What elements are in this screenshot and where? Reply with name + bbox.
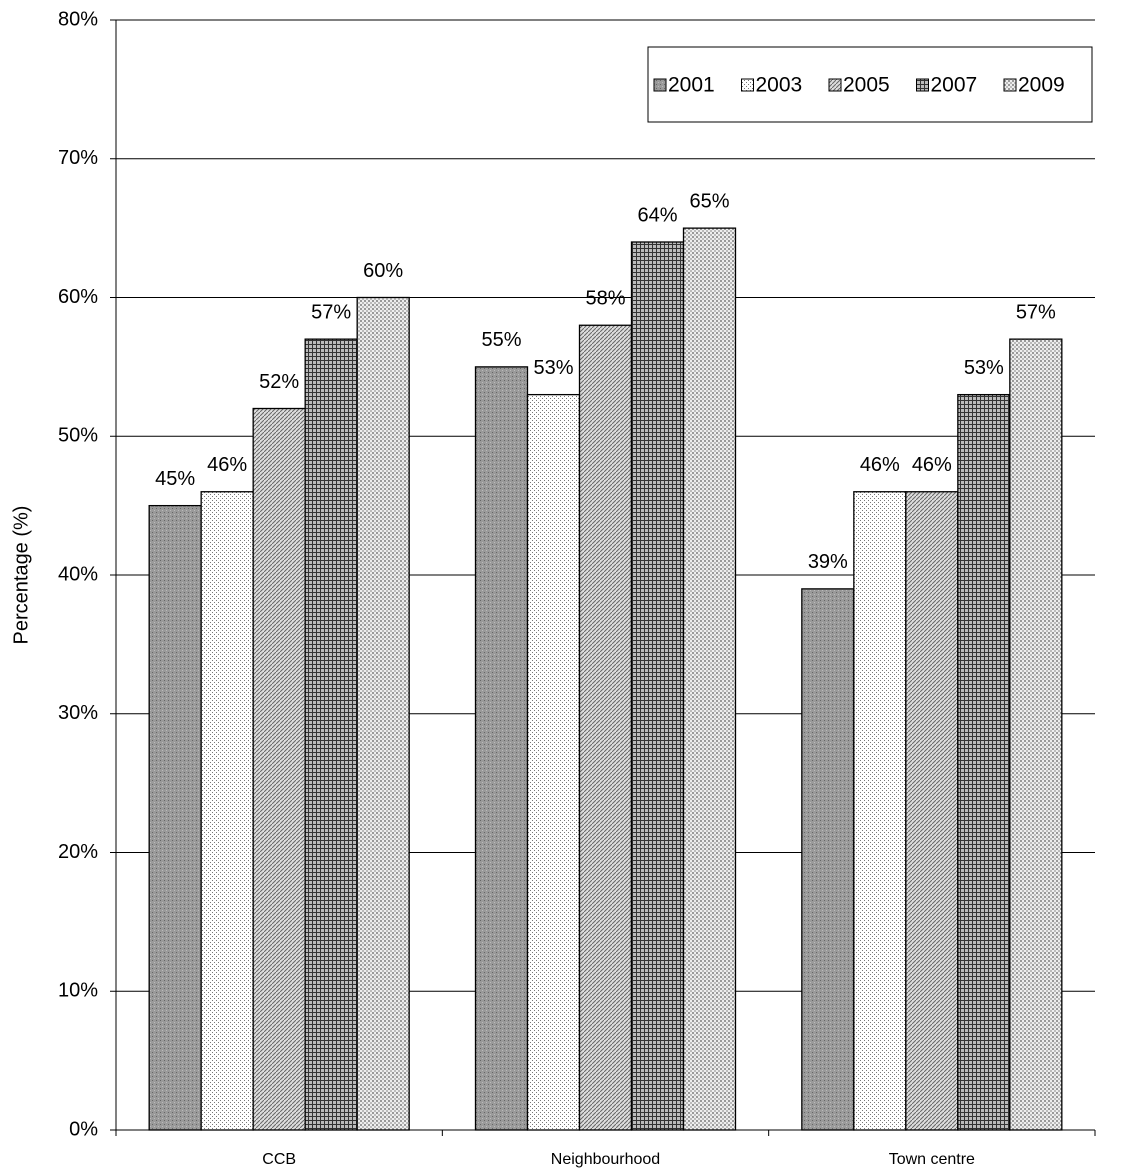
value-label: 46% bbox=[207, 454, 247, 476]
value-label: 64% bbox=[637, 204, 677, 226]
bar bbox=[356, 296, 410, 1131]
bar bbox=[148, 504, 202, 1131]
y-tick-label: 30% bbox=[58, 702, 98, 724]
value-label: 60% bbox=[363, 260, 403, 282]
value-label: 65% bbox=[689, 190, 729, 212]
value-label: 53% bbox=[533, 357, 573, 379]
x-tick-label: Town centre bbox=[889, 1151, 975, 1168]
y-tick-label: 60% bbox=[58, 286, 98, 308]
legend-swatch bbox=[1003, 78, 1017, 92]
bar bbox=[957, 393, 1011, 1131]
bar bbox=[578, 324, 633, 1131]
legend-swatch bbox=[916, 78, 929, 92]
bar bbox=[1009, 338, 1063, 1131]
bar bbox=[252, 407, 306, 1131]
y-tick-label: 50% bbox=[58, 425, 98, 447]
y-tick-label: 0% bbox=[69, 1118, 98, 1140]
y-tick-label: 10% bbox=[58, 980, 98, 1002]
bar bbox=[905, 491, 959, 1131]
bar bbox=[682, 227, 737, 1131]
y-axis-label: Percentage (%) bbox=[10, 506, 32, 645]
bar bbox=[474, 366, 529, 1131]
value-label: 46% bbox=[860, 454, 900, 476]
legend-label: 2003 bbox=[756, 74, 803, 97]
legend-box bbox=[647, 46, 1093, 123]
y-tick-label: 20% bbox=[58, 841, 98, 863]
legend-label: 2009 bbox=[1018, 74, 1065, 97]
legend-label: 2007 bbox=[931, 74, 978, 97]
value-label: 45% bbox=[155, 468, 195, 490]
y-tick-label: 40% bbox=[58, 563, 98, 585]
bar bbox=[526, 393, 581, 1131]
y-tick-label: 70% bbox=[58, 147, 98, 169]
value-label: 39% bbox=[808, 551, 848, 573]
value-label: 58% bbox=[585, 288, 625, 310]
bar bbox=[630, 241, 685, 1131]
legend-swatch bbox=[741, 78, 754, 92]
value-label: 52% bbox=[259, 371, 299, 393]
bar bbox=[200, 491, 254, 1131]
legend-label: 2005 bbox=[843, 74, 890, 97]
y-tick-label: 80% bbox=[58, 8, 98, 30]
value-label: 46% bbox=[912, 454, 952, 476]
value-label: 57% bbox=[311, 301, 351, 323]
legend: 2001 2003 2005 2007 2009 bbox=[647, 46, 1093, 123]
legend-swatch bbox=[828, 78, 842, 92]
legend-swatch bbox=[653, 78, 667, 92]
bar bbox=[801, 588, 855, 1131]
value-label: 55% bbox=[481, 329, 521, 351]
bar bbox=[304, 338, 358, 1131]
value-label: 57% bbox=[1016, 301, 1056, 323]
x-tick-label: CCB bbox=[262, 1151, 296, 1168]
bar bbox=[853, 491, 907, 1131]
legend-label: 2001 bbox=[668, 74, 715, 97]
x-tick-label: Neighbourhood bbox=[551, 1151, 660, 1168]
value-label: 53% bbox=[964, 357, 1004, 379]
